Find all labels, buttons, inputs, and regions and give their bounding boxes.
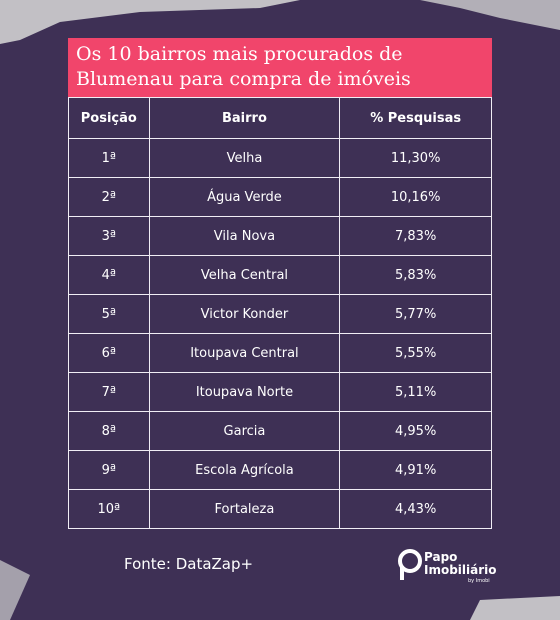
table-cell: 5,77% [339, 294, 492, 334]
column-header: Posição [68, 97, 150, 139]
logo-line: Papo [424, 550, 458, 564]
table-cell: 4,43% [339, 489, 492, 529]
table-cell: Victor Konder [148, 294, 341, 334]
table-cell: 7ª [68, 372, 150, 412]
table-cell: 5,11% [339, 372, 492, 412]
ranking-table: Posição Bairro% Pesquisas 1ª Velha 11,30% 2ª… [68, 97, 492, 529]
table-cell: 10ª [68, 489, 150, 529]
table-cell: Itoupava Central [148, 333, 341, 373]
column-header: % Pesquisas [339, 97, 492, 139]
table-cell: Velha Central [148, 255, 341, 295]
table-cell: 6ª [68, 333, 150, 373]
table-cell: 5,83% [339, 255, 492, 295]
table-body: 1ª Velha 11,30% 2ª Água Verde 10,16% 3ª Vila No… [68, 138, 492, 529]
table-cell: Água Verde [148, 177, 341, 217]
source: Fonte: DataZap+ [124, 555, 254, 573]
table-row: 4ª Velha Central 5,83% [68, 255, 492, 295]
table-cell: 1ª [68, 138, 150, 178]
table-cell: 4ª [68, 255, 150, 295]
table-row: 3ª Vila Nova 7,83% [68, 216, 492, 256]
table-row: 6ª Itoupava Central 5,55% [68, 333, 492, 373]
logo-line: Imobiliário [424, 563, 497, 577]
header-row: Posição Bairro% Pesquisas [68, 97, 492, 139]
table-cell: 10,16% [339, 177, 492, 217]
table-cell: Escola Agrícola [148, 450, 341, 490]
column-header: Bairro [148, 97, 341, 139]
table-row: 5ª Victor Konder 5,77% [68, 294, 492, 334]
table-row: 2ª Água Verde 10,16% [68, 177, 492, 217]
table-cell: 9ª [68, 450, 150, 490]
table-cell: 5,55% [339, 333, 492, 373]
table-cell: 2ª [68, 177, 150, 217]
table-cell: 3ª [68, 216, 150, 256]
table-cell: Fortaleza [148, 489, 341, 529]
title: Os 10 bairros mais procurados de Blumena… [68, 38, 492, 97]
table-cell: Itoupava Norte [148, 372, 341, 412]
table-row: 7ª Itoupava Norte 5,11% [68, 372, 492, 412]
table-cell: 5ª [68, 294, 150, 334]
table-row: 1ª Velha 11,30% [68, 138, 492, 178]
table-cell: Garcia [148, 411, 341, 451]
table-cell: 4,95% [339, 411, 492, 451]
table-row: 9ª Escola Agrícola 4,91% [68, 450, 492, 490]
logo-icon [398, 549, 422, 580]
table-row: 8ª Garcia 4,95% [68, 411, 492, 451]
table-cell: Vila Nova [148, 216, 341, 256]
table-cell: 4,91% [339, 450, 492, 490]
table-cell: 7,83% [339, 216, 492, 256]
table-cell: 8ª [68, 411, 150, 451]
logo-tagline: by Imobi [468, 578, 490, 584]
table-cell: Velha [148, 138, 341, 178]
table-cell: 11,30% [339, 138, 492, 178]
table-row: 10ª Fortaleza 4,43% [68, 489, 492, 529]
